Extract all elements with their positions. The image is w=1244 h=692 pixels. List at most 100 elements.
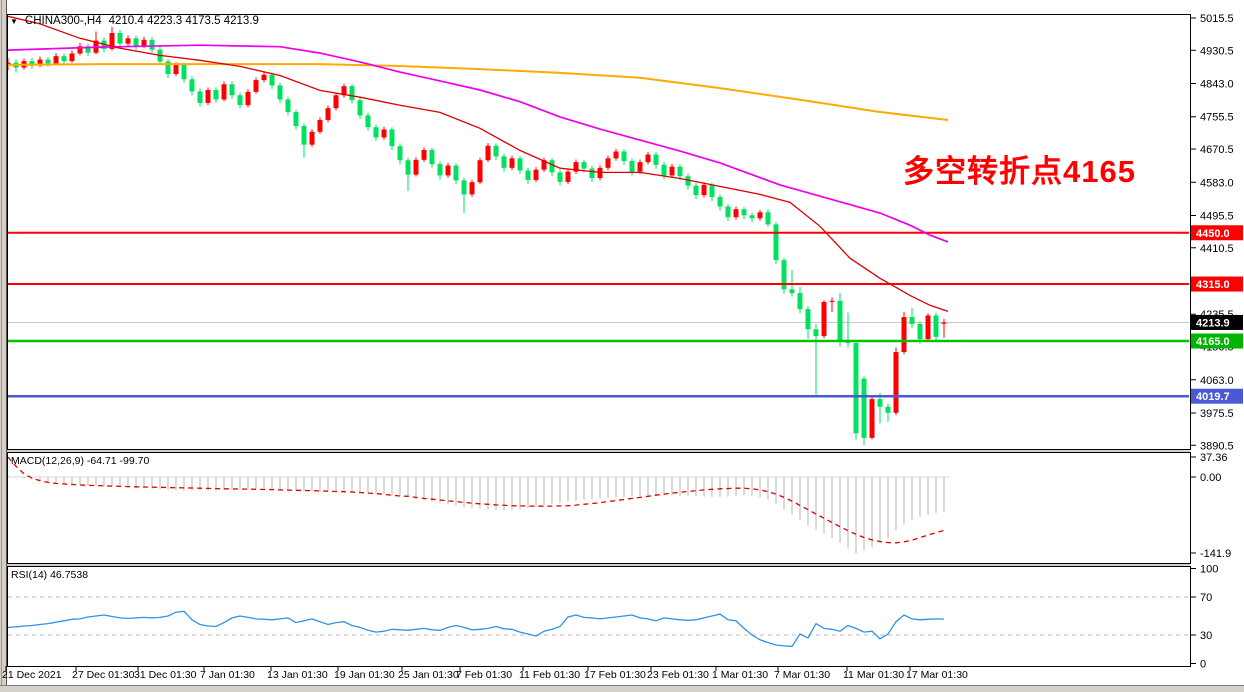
- price-badge-label: 4213.9: [1196, 317, 1230, 329]
- candle: [437, 164, 443, 176]
- candle: [333, 95, 339, 109]
- price-tick-label: 4063.0: [1200, 375, 1234, 387]
- candle: [501, 156, 507, 168]
- main-chart-panel[interactable]: [7, 14, 1191, 450]
- candle: [605, 158, 611, 168]
- candle: [357, 100, 363, 116]
- ma-fast-line: [8, 15, 949, 313]
- candle: [197, 91, 203, 103]
- candle: [645, 154, 651, 163]
- candle: [165, 61, 171, 75]
- macd-indicator-label: MACD(12,26,9) -64.71 -99.70: [11, 455, 150, 467]
- candle: [613, 151, 619, 159]
- candle: [661, 164, 667, 176]
- candle: [85, 46, 91, 53]
- candle: [285, 99, 291, 112]
- candle: [109, 33, 115, 49]
- candle: [853, 342, 859, 434]
- ma-slow-line: [8, 63, 949, 121]
- candle: [541, 160, 547, 170]
- candle: [117, 33, 123, 44]
- price-tick-label: 4495.5: [1200, 210, 1234, 222]
- panel-splitter: [7, 449, 1190, 452]
- price-tick-label: 3890.5: [1200, 440, 1234, 452]
- candle: [461, 180, 467, 195]
- candle: [133, 38, 139, 47]
- candle: [581, 162, 587, 169]
- candle: [757, 212, 763, 219]
- candle: [781, 260, 787, 290]
- rsi-panel[interactable]: [7, 566, 1191, 667]
- rsi-line: [8, 610, 945, 648]
- candle: [565, 171, 571, 182]
- candle: [453, 165, 459, 181]
- macd-tick-label: -141.9: [1200, 548, 1231, 560]
- window-left-edge: [0, 0, 7, 692]
- candle: [717, 197, 723, 207]
- candle: [429, 149, 435, 165]
- rsi-tick-label: 30: [1200, 630, 1212, 642]
- price-badge: [1191, 388, 1243, 404]
- symbol-ohlc: 4210.4 4223.3 4173.5 4213.9: [108, 15, 259, 27]
- candle: [877, 399, 883, 407]
- candle: [221, 84, 227, 100]
- candle: [397, 146, 403, 161]
- candle: [237, 95, 243, 106]
- candle: [389, 129, 395, 147]
- candle: [525, 170, 531, 180]
- candle: [677, 166, 683, 177]
- candle: [69, 53, 75, 62]
- candle: [125, 38, 131, 44]
- candle: [789, 289, 795, 294]
- candle: [469, 182, 475, 195]
- candle: [293, 111, 299, 127]
- candle: [693, 185, 699, 196]
- candle: [301, 126, 307, 145]
- candle: [365, 115, 371, 128]
- candle: [261, 74, 267, 81]
- candle: [653, 154, 659, 165]
- candle: [701, 184, 707, 196]
- candle: [733, 209, 739, 218]
- macd-panel[interactable]: [7, 452, 1191, 564]
- rsi-tick-label: 70: [1200, 592, 1212, 604]
- candle: [29, 61, 35, 66]
- main-chart-layer: [8, 15, 1189, 446]
- candle: [173, 64, 179, 75]
- candle: [861, 378, 867, 438]
- candle: [413, 159, 419, 175]
- symbol-dropdown-icon[interactable]: ▼: [10, 16, 18, 26]
- x-axis-label: 13 Jan 01:30: [267, 669, 328, 681]
- candle: [813, 329, 819, 337]
- price-tick-label: 5015.5: [1200, 13, 1234, 25]
- candle: [557, 172, 563, 182]
- price-tick-label: 4843.0: [1200, 79, 1234, 91]
- candle: [869, 399, 875, 438]
- rsi-tick-label: 100: [1200, 564, 1218, 576]
- price-badge: [1191, 276, 1243, 292]
- x-axis-label: 7 Feb 01:30: [456, 669, 513, 681]
- candle: [669, 166, 675, 176]
- macd-tick-label: 0.00: [1200, 472, 1221, 484]
- candle: [765, 212, 771, 225]
- symbol-title: ▼ CHINA300-,H4 4210.4 4223.3 4173.5 4213…: [10, 15, 259, 27]
- symbol-name: CHINA300-,H4: [24, 15, 102, 27]
- candle: [901, 317, 907, 353]
- price-badge: [1191, 314, 1243, 330]
- candle: [349, 86, 355, 101]
- x-axis-labels: 21 Dec 2021 27 Dec 01:30 31 Dec 01:30 7 Jan…: [0, 667, 1244, 685]
- candle: [821, 301, 827, 337]
- candle: [141, 39, 147, 47]
- price-badge-label: 4315.0: [1196, 279, 1230, 291]
- price-tick-label: 4410.5: [1200, 243, 1234, 255]
- price-badge-label: 4019.7: [1196, 391, 1230, 403]
- price-axis-drag-zone[interactable]: [1191, 14, 1244, 666]
- candle: [773, 224, 779, 261]
- candle: [485, 145, 491, 161]
- candle: [621, 151, 627, 161]
- candle: [277, 85, 283, 100]
- price-tick-label: 4670.5: [1200, 144, 1234, 156]
- candle: [381, 129, 387, 138]
- macd-signal-line: [8, 456, 945, 544]
